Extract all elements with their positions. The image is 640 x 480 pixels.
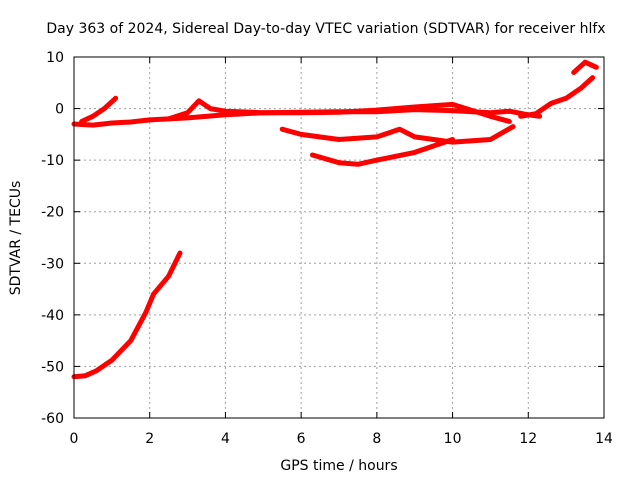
y-tick-label: -60 bbox=[41, 411, 64, 427]
y-tick-labels: -60 -50 -40 -30 -20 -10 0 10 bbox=[41, 50, 64, 427]
x-axis-label: GPS time / hours bbox=[280, 458, 397, 474]
series-line-low-arc bbox=[310, 137, 456, 167]
x-tick-label: 2 bbox=[145, 431, 154, 447]
y-tick-label: -30 bbox=[41, 256, 64, 272]
data-series bbox=[71, 59, 599, 380]
series-line-late-peak bbox=[571, 59, 599, 75]
y-tick-label: -20 bbox=[41, 205, 64, 221]
x-tick-label: 0 bbox=[70, 431, 79, 447]
x-tick-label: 4 bbox=[221, 431, 230, 447]
plot-frame bbox=[73, 56, 605, 419]
y-tick-label: 10 bbox=[46, 50, 64, 66]
x-tick-label: 10 bbox=[444, 431, 462, 447]
x-tick-label: 8 bbox=[372, 431, 381, 447]
series-line-early-rise bbox=[79, 95, 119, 124]
x-tick-labels: 0 2 4 6 8 10 12 14 bbox=[70, 431, 613, 447]
series-line-mid-arc bbox=[279, 124, 516, 145]
y-tick-label: -10 bbox=[41, 153, 64, 169]
x-tick-label: 6 bbox=[297, 431, 306, 447]
series-line-late-rise bbox=[518, 75, 596, 119]
y-tick-label: 0 bbox=[55, 102, 64, 118]
y-axis-label: SDTVAR / TECUs bbox=[8, 181, 24, 296]
series-line-hump bbox=[166, 98, 512, 124]
y-tick-label: -40 bbox=[41, 308, 64, 324]
series-line-dropout-recovery bbox=[71, 250, 183, 380]
x-tick-label: 12 bbox=[519, 431, 537, 447]
y-tick-label: -50 bbox=[41, 359, 64, 375]
x-tick-label: 14 bbox=[595, 431, 613, 447]
chart-title: Day 363 of 2024, Sidereal Day-to-day VTE… bbox=[46, 21, 605, 37]
